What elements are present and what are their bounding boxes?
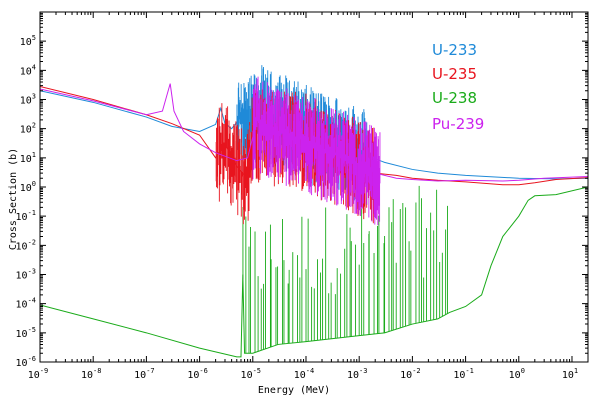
series-pu-239: [40, 76, 588, 225]
x-tick-label: 10-9: [28, 367, 48, 381]
y-tick-label: 105: [20, 34, 36, 48]
y-tick-label: 10-6: [16, 355, 36, 369]
y-tick-label: 101: [20, 151, 36, 165]
axes: 10-9 10-8 10-7 10-6 10-5 10-4 10-3 10-2 10-1 100 1…: [16, 11, 589, 381]
y-tick-label: 102: [20, 122, 36, 136]
y-tick-label: 10-4: [16, 297, 36, 311]
legend-item-u-238: U-238: [432, 89, 477, 107]
y-axis-label: Cross Section (b): [8, 148, 19, 250]
y-tick-label: 100: [20, 180, 36, 194]
x-tick-label: 100: [509, 367, 525, 381]
legend-item-u-233: U-233: [432, 41, 477, 59]
y-tick-label: 104: [20, 63, 36, 77]
x-tick-label: 10-6: [187, 367, 207, 381]
series-resonances-u-238: [242, 185, 448, 354]
plot-area: [40, 65, 588, 358]
y-tick-label: 10-5: [16, 326, 36, 340]
y-tick-label: 103: [20, 93, 36, 107]
x-tick-label: 10-2: [400, 367, 420, 381]
legend: U-233 U-235 U-238 Pu-239: [432, 41, 484, 133]
x-tick-label: 101: [562, 367, 578, 381]
y-tick-label: 10-3: [16, 268, 36, 282]
x-tick-label: 10-1: [453, 367, 473, 381]
x-axis-label: Energy (MeV): [258, 385, 330, 396]
legend-item-pu-239: Pu-239: [432, 115, 484, 133]
x-tick-label: 10-8: [81, 367, 101, 381]
x-tick-label: 10-3: [347, 367, 367, 381]
series-resonances-pu-239: [252, 76, 381, 225]
axis-ticks: [39, 11, 589, 363]
y-tick-label: 10-1: [16, 209, 36, 223]
y-tick-label: 10-2: [16, 238, 36, 252]
x-tick-label: 10-4: [294, 367, 314, 381]
x-tick-label: 10-5: [241, 367, 261, 381]
series-u-238: [40, 185, 588, 358]
legend-item-u-235: U-235: [432, 65, 477, 83]
x-tick-label: 10-7: [134, 367, 154, 381]
